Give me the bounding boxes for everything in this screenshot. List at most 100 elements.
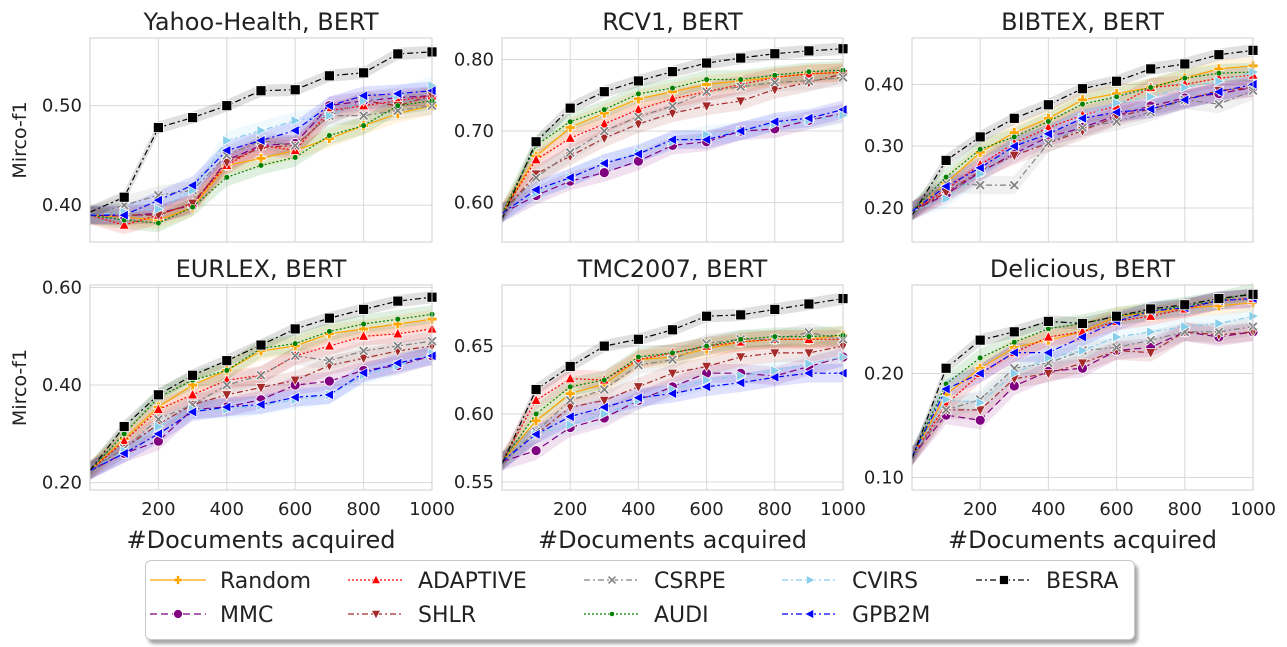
- ci-band-besra: [912, 288, 1253, 465]
- point-besra: [940, 362, 952, 374]
- point-cvirs: [1180, 321, 1192, 333]
- point-csrpe: [1213, 98, 1225, 110]
- series-line-cvirs: [89, 352, 433, 472]
- point-csrpe: [1111, 341, 1123, 353]
- point-audi: [601, 106, 608, 113]
- point-audi: [805, 68, 812, 75]
- point-audi: [977, 354, 984, 361]
- point-audi: [155, 220, 162, 227]
- point-cvirs: [1248, 310, 1260, 322]
- point-audi: [771, 72, 778, 79]
- point-audi: [567, 118, 574, 125]
- point-shlr: [289, 375, 301, 387]
- point-gpb2m: [323, 100, 334, 112]
- point-besra: [1008, 112, 1020, 124]
- x-axis-label: #Documents acquired: [948, 526, 1217, 554]
- point-gpb2m: [1178, 94, 1190, 106]
- point-cvirs: [599, 408, 611, 420]
- point-shlr: [701, 362, 713, 373]
- point-gpb2m: [186, 179, 197, 191]
- point-besra: [392, 295, 404, 307]
- point-cvirs: [1112, 97, 1123, 109]
- series-line-shlr: [90, 95, 433, 216]
- point-gpb2m: [939, 180, 951, 192]
- point-cvirs: [290, 115, 302, 127]
- point-gpb2m: [563, 171, 575, 184]
- y-axis-label: Mirco-f1: [9, 349, 31, 426]
- x-tick-label: 1000: [1230, 499, 1276, 520]
- point-audi: [223, 367, 230, 374]
- point-random: [564, 122, 576, 133]
- y-tick-label: 0.40: [42, 375, 82, 396]
- point-mmc: [323, 375, 335, 387]
- ci-band-mmc: [502, 104, 843, 223]
- point-gpb2m: [1042, 128, 1053, 140]
- point-gpb2m: [117, 447, 129, 459]
- point-csrpe: [1145, 334, 1157, 346]
- x-tick-label: 200: [141, 499, 175, 520]
- point-gpb2m: [802, 112, 814, 124]
- point-besra: [701, 310, 712, 322]
- x-tick-label: 200: [963, 499, 997, 520]
- point-audi: [1113, 93, 1120, 100]
- plot-frame: [501, 284, 844, 491]
- point-gpb2m: [768, 116, 780, 128]
- y-tick-label: 0.65: [454, 336, 494, 357]
- point-csrpe: [289, 350, 301, 362]
- x-tick-label: 800: [346, 499, 380, 520]
- point-gpb2m: [152, 428, 163, 440]
- ci-band-cvirs: [90, 76, 432, 225]
- point-gpb2m: [632, 392, 643, 404]
- point-shlr: [666, 108, 679, 120]
- point-gpb2m: [391, 88, 403, 100]
- point-gpb2m: [1246, 78, 1258, 90]
- point-gpb2m: [186, 406, 197, 418]
- ci-band-gpb2m: [502, 100, 843, 223]
- point-csrpe: [1077, 122, 1088, 134]
- point-besra: [187, 112, 199, 124]
- series-line-cvirs: [911, 315, 1254, 458]
- x-tick-label: 200: [553, 499, 587, 520]
- point-shlr: [221, 158, 233, 169]
- point-shlr: [255, 383, 267, 394]
- point-mmc: [974, 414, 986, 426]
- ci-band-mmc: [90, 346, 432, 480]
- point-gpb2m: [220, 401, 232, 413]
- chart-title: Delicious, BERT: [990, 255, 1176, 283]
- y-tick-label: 0.30: [864, 136, 904, 157]
- point-audi: [943, 174, 950, 181]
- point-csrpe: [530, 172, 542, 184]
- point-gpb2m: [357, 367, 368, 379]
- point-csrpe: [392, 105, 404, 117]
- point-besra: [940, 154, 952, 166]
- chart-panel-2: RCV1, BERT 0.60 0.70 0.80: [454, 8, 850, 243]
- point-audi: [292, 340, 299, 347]
- point-besra: [564, 102, 576, 114]
- point-gpb2m: [563, 411, 575, 423]
- x-tick-label: 400: [621, 499, 655, 520]
- series-line-adaptive: [501, 338, 843, 462]
- point-adaptive: [118, 218, 130, 230]
- point-gpb2m: [1212, 86, 1224, 98]
- point-gpb2m: [836, 367, 848, 379]
- ci-band-csrpe: [912, 81, 1253, 221]
- point-cvirs: [222, 134, 234, 147]
- chart-panel-1: Yahoo-Health, BERT 0.40 0.50 Mirco-f1: [9, 8, 439, 243]
- point-shlr: [666, 368, 679, 380]
- point-audi: [360, 122, 367, 129]
- ci-band-gpb2m: [912, 75, 1253, 221]
- point-gpb2m: [1144, 103, 1156, 115]
- point-csrpe: [598, 384, 610, 396]
- point-besra: [289, 323, 301, 335]
- y-tick-label: 0.40: [42, 195, 82, 216]
- point-csrpe: [564, 147, 576, 159]
- point-csrpe: [1008, 179, 1020, 191]
- point-besra: [221, 355, 233, 367]
- point-gpb2m: [632, 148, 643, 160]
- point-csrpe: [632, 359, 644, 371]
- plot-frame: [911, 37, 1254, 243]
- series-line-mmc: [501, 112, 844, 214]
- point-shlr: [735, 96, 747, 108]
- x-axis-label: #Documents acquired: [127, 526, 396, 554]
- point-besra: [598, 86, 610, 98]
